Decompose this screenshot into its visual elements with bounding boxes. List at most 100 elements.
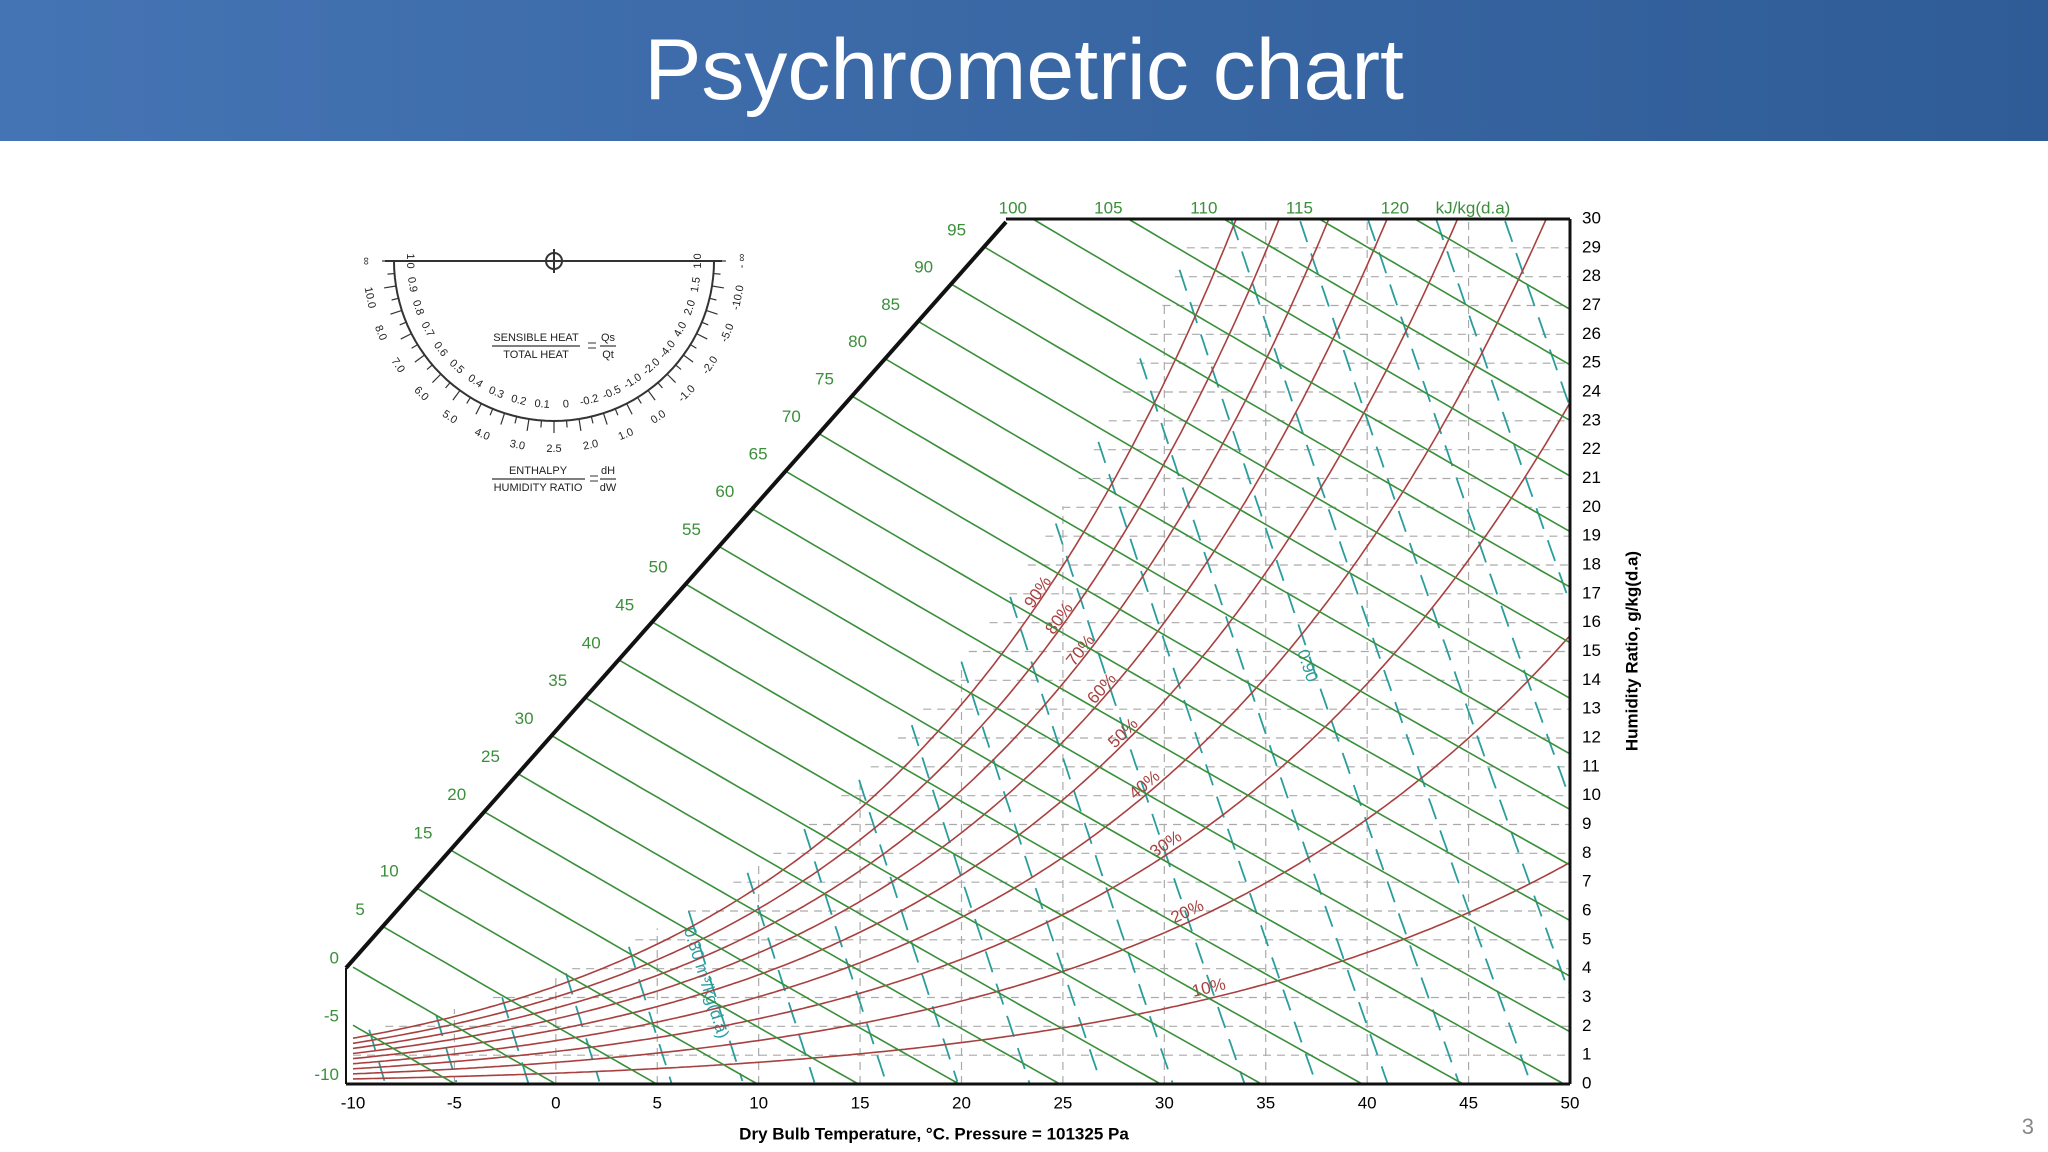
x-tick-label: 0 (551, 1093, 560, 1112)
enthalpy-label: 115 (1286, 198, 1313, 217)
protractor-outer-label: 0.0 (649, 408, 668, 426)
protractor-inner-label: 1.0 (404, 253, 416, 268)
protractor-inner-label: 1.0 (692, 253, 704, 268)
enthalpy-line (450, 849, 859, 1085)
protractor-tick (637, 397, 642, 404)
protractor-tick (709, 297, 717, 301)
enthalpy-line (416, 887, 758, 1085)
protractor-tick (445, 382, 451, 389)
enthalpy-line (651, 621, 1464, 1085)
y-tick-label: 3 (1582, 987, 1591, 1006)
volume-line (1435, 218, 1571, 604)
volume-line (435, 1014, 458, 1083)
volume-line (1009, 596, 1174, 1083)
slide-number: 3 (2021, 1114, 2034, 1139)
x-tick-label: 15 (851, 1093, 870, 1112)
ratio-numerator: ENTHALPY (509, 465, 568, 477)
protractor-inner-label: 0.8 (410, 299, 426, 317)
y-tick-label: 22 (1582, 439, 1601, 458)
x-tick-label: 40 (1358, 1093, 1377, 1112)
protractor-tick (466, 397, 471, 404)
protractor-inner-label: 0.7 (419, 320, 437, 339)
enthalpy-line (352, 1024, 456, 1085)
enthalpy-label: 105 (1094, 198, 1122, 217)
volume-line (1054, 523, 1246, 1084)
enthalpy-label: 100 (999, 198, 1027, 217)
y-tick-label: 17 (1582, 583, 1601, 602)
y-tick-label: 28 (1582, 266, 1601, 285)
protractor-outer-label: -2.0 (700, 354, 721, 376)
protractor-outer-label: -1.0 (676, 383, 698, 405)
volume-label: 0.90 (1293, 647, 1322, 684)
volume-line (1504, 220, 1571, 408)
protractor-tick (391, 297, 399, 301)
protractor-tick (614, 408, 619, 416)
enthalpy-line (483, 811, 960, 1085)
y-tick-label: 18 (1582, 554, 1601, 573)
protractor-tick (696, 333, 708, 340)
volume-line (1230, 218, 1532, 1083)
enthalpy-line (1223, 218, 1571, 422)
enthalpy-line (382, 925, 657, 1085)
protractor-tick (414, 354, 425, 363)
enthalpy-line (1127, 218, 1571, 477)
protractor-outer-label: 2.5 (546, 443, 561, 455)
x-tick-label: 50 (1561, 1093, 1580, 1112)
y-axis-label: Humidity Ratio, g/kg(d.a) (1622, 551, 1641, 751)
enthalpy-line (950, 283, 1571, 644)
protractor-outer-label: 1.0 (617, 426, 636, 443)
rh-curve (352, 218, 1237, 1039)
protractor-tick (390, 309, 403, 315)
rh-label: 10% (1190, 974, 1228, 1000)
y-tick-label: 8 (1582, 843, 1591, 862)
y-tick-label: 10 (1582, 785, 1601, 804)
protractor-tick (565, 420, 568, 428)
enthalpy-line (685, 583, 1565, 1085)
protractor-tick (602, 412, 608, 425)
rh-curve (352, 402, 1571, 1070)
protractor (385, 249, 722, 482)
y-tick-label: 2 (1582, 1016, 1591, 1035)
volume-line (1097, 441, 1317, 1083)
enthalpy-label: 40 (582, 633, 601, 652)
protractor-outer-label: 4.0 (473, 426, 492, 443)
protractor-tick (426, 364, 433, 370)
rh-curve (352, 218, 1547, 1065)
x-tick-label: 25 (1053, 1093, 1072, 1112)
protractor-tick (400, 333, 412, 340)
protractor-inner-label: -2.0 (640, 356, 662, 378)
protractor-inner-label: 0 (562, 398, 569, 410)
enthalpy-line (851, 395, 1571, 811)
rh-curve (352, 218, 1388, 1055)
protractor-inner-label: 0.6 (431, 340, 450, 359)
shr-symbol-numerator: Qs (601, 332, 616, 344)
protractor-tick (514, 416, 518, 424)
enthalpy-label: 70 (782, 407, 801, 426)
protractor-tick (705, 309, 718, 315)
y-tick-label: 5 (1582, 929, 1591, 948)
protractor-outer-label: -10.0 (730, 284, 747, 311)
protractor-tick (711, 285, 724, 289)
header (0, 0, 2048, 141)
protractor-outer-label: 3.0 (509, 438, 526, 453)
enthalpy-label: 60 (715, 482, 734, 501)
volume-line (858, 779, 959, 1082)
y-tick-label: 25 (1582, 353, 1601, 372)
protractor-outer-label: 5.0 (440, 408, 459, 426)
y-tick-label: 1 (1582, 1045, 1591, 1064)
enthalpy-line (818, 432, 1571, 866)
rh-curve (352, 218, 1280, 1045)
x-axis-label: Dry Bulb Temperature, °C. Pressure = 101… (739, 1124, 1129, 1143)
enthalpy-line (1318, 218, 1571, 366)
volume-line (687, 910, 744, 1082)
enthalpy-label: -5 (324, 1007, 339, 1026)
enthalpy-line (718, 545, 1571, 1033)
enthalpy-label: 15 (414, 823, 433, 842)
protractor-outer-label: -5.0 (718, 322, 736, 344)
enthalpy-label: 50 (649, 558, 668, 577)
protractor-outer-label: 7.0 (389, 356, 407, 375)
enthalpy-label: 45 (615, 595, 634, 614)
volume-line (1299, 220, 1571, 996)
x-tick-label: 20 (952, 1093, 971, 1112)
